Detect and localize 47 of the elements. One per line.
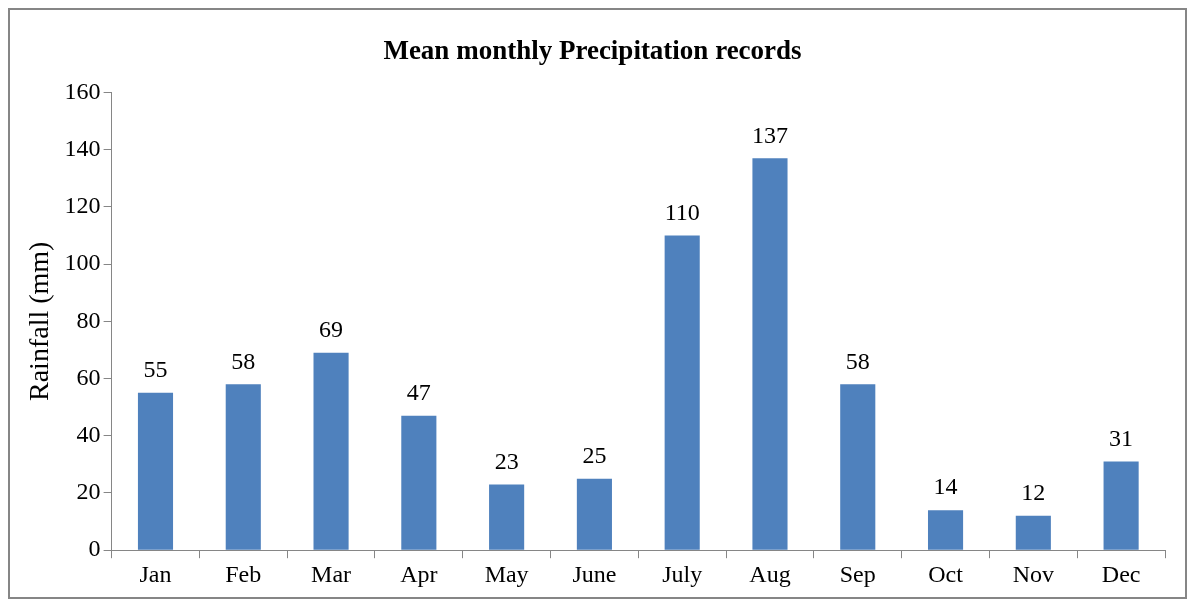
bar <box>489 484 525 550</box>
x-tick-label: Oct <box>928 560 964 587</box>
bar <box>401 415 437 550</box>
x-tick-label: Apr <box>400 560 438 587</box>
x-tick-label: Jan <box>139 560 172 587</box>
bar <box>1103 461 1139 550</box>
y-tick-label: 120 <box>64 192 101 219</box>
y-tick-label: 20 <box>76 478 101 505</box>
y-tick-label: 80 <box>76 306 101 333</box>
x-tick-label: Feb <box>225 560 262 587</box>
x-tick-label: Aug <box>749 560 791 587</box>
bar <box>752 158 788 550</box>
y-tick-label: 100 <box>64 249 101 276</box>
bar <box>1015 515 1051 550</box>
x-tick-label: Nov <box>1012 560 1054 587</box>
data-label: 58 <box>845 347 870 374</box>
x-tick-label: Mar <box>311 560 352 587</box>
data-label: 23 <box>494 447 519 474</box>
data-label: 14 <box>933 473 958 500</box>
y-tick-label: 140 <box>64 134 101 161</box>
bar <box>927 510 964 550</box>
bar <box>313 352 349 550</box>
data-label: 58 <box>231 347 256 374</box>
bar <box>840 384 876 550</box>
bar <box>576 478 612 550</box>
data-label: 137 <box>751 121 788 148</box>
data-label: 12 <box>1021 479 1046 506</box>
data-label: 69 <box>319 316 344 343</box>
data-label: 55 <box>143 356 168 383</box>
x-tick-label: June <box>572 560 617 587</box>
y-tick-label: 160 <box>64 77 101 104</box>
x-tick-label: Dec <box>1101 560 1141 587</box>
y-tick-label: 0 <box>88 535 101 562</box>
chart-title: Mean monthly Precipitation records <box>383 35 802 66</box>
x-tick-label: July <box>662 560 703 587</box>
y-tick-label: 60 <box>76 363 101 390</box>
y-axis-title: Rainfall (mm) <box>23 241 55 401</box>
bar <box>137 392 174 550</box>
bar <box>664 235 700 550</box>
data-label: 25 <box>582 441 607 468</box>
data-label: 110 <box>664 198 700 225</box>
bar <box>225 384 261 550</box>
data-label: 47 <box>406 379 431 406</box>
y-tick-label: 40 <box>76 421 101 448</box>
x-tick-label: May <box>484 560 529 587</box>
x-tick-label: Sep <box>839 560 876 587</box>
data-label: 31 <box>1109 424 1134 451</box>
